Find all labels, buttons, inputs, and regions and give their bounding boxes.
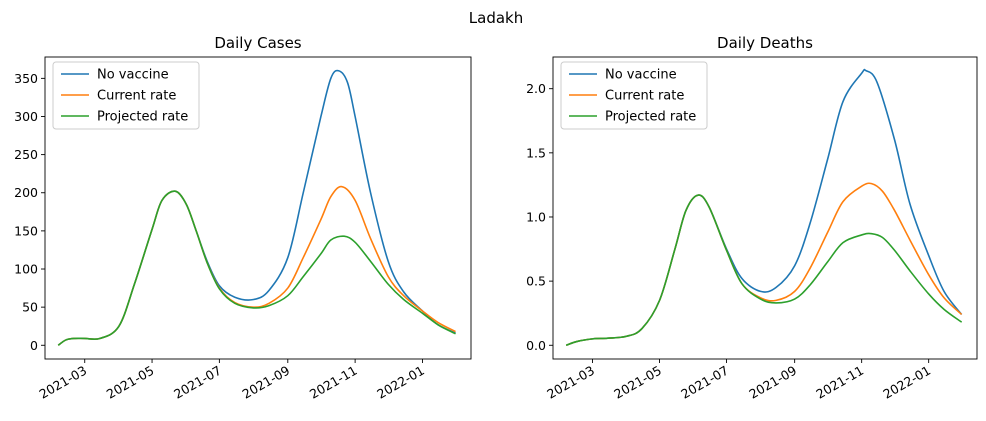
series-group (57, 69, 456, 346)
y-tick-label: 2.0 (526, 81, 546, 96)
legend: No vaccine Current rate Projected rate (52, 61, 200, 130)
series-group (565, 68, 963, 347)
x-tick-label: 2021-05 (104, 363, 157, 402)
chart-panel-2: Daily Deaths 0.0 0.5 1.0 1.5 2.0 2021-03 2021-0… (526, 34, 978, 402)
y-tick-label: 150 (14, 223, 38, 238)
series-line-2 (565, 182, 963, 347)
legend-label: No vaccine (97, 68, 169, 83)
figure-suptitle: Ladakh (469, 9, 523, 27)
series-line-2 (57, 185, 456, 346)
y-tick-label: 250 (14, 147, 38, 162)
y-tick-label: 0.0 (526, 338, 546, 353)
series-line-3 (57, 190, 456, 346)
legend-label: Projected rate (605, 110, 696, 125)
legend-label: Projected rate (97, 110, 188, 125)
x-tick-label: 2021-09 (240, 363, 293, 402)
x-tick-label: 2021-09 (746, 363, 799, 402)
x-tick-label: 2021-07 (678, 363, 731, 402)
y-tick-label: 200 (14, 185, 38, 200)
chart-panel-1: Daily Cases 0 50 100 150 200 250 300 350 2021-03 2… (14, 34, 472, 402)
legend-box (560, 61, 708, 130)
plot-frame (44, 56, 472, 360)
x-tick-label: 2021-03 (544, 363, 597, 402)
y-tick-label: 100 (14, 262, 38, 277)
y-tick-label: 300 (14, 109, 38, 124)
legend-label: No vaccine (605, 68, 677, 83)
series-line-3 (565, 194, 963, 347)
y-tick-label: 0 (30, 338, 38, 353)
x-tick-label: 2021-07 (171, 363, 224, 402)
y-tick-label: 1.0 (526, 209, 546, 224)
x-tick-label: 2021-05 (611, 363, 664, 402)
chart-title: Daily Cases (214, 34, 301, 52)
x-tick-label: 2021-11 (307, 363, 360, 402)
x-tick-label: 2022-01 (880, 363, 933, 402)
legend-label: Current rate (605, 89, 684, 104)
x-tick-label: 2021-11 (813, 363, 866, 402)
legend: No vaccine Current rate Projected rate (560, 61, 708, 130)
legend-label: Current rate (97, 89, 176, 104)
y-tick-label: 350 (14, 71, 38, 86)
chart-title: Daily Deaths (717, 34, 813, 52)
x-tick-label: 2022-01 (374, 363, 427, 402)
x-tick-label: 2021-03 (36, 363, 89, 402)
y-tick-label: 0.5 (526, 274, 546, 289)
y-tick-label: 1.5 (526, 145, 546, 160)
plot-frame (552, 56, 978, 360)
legend-box (52, 61, 200, 130)
y-tick-label: 50 (22, 300, 38, 315)
